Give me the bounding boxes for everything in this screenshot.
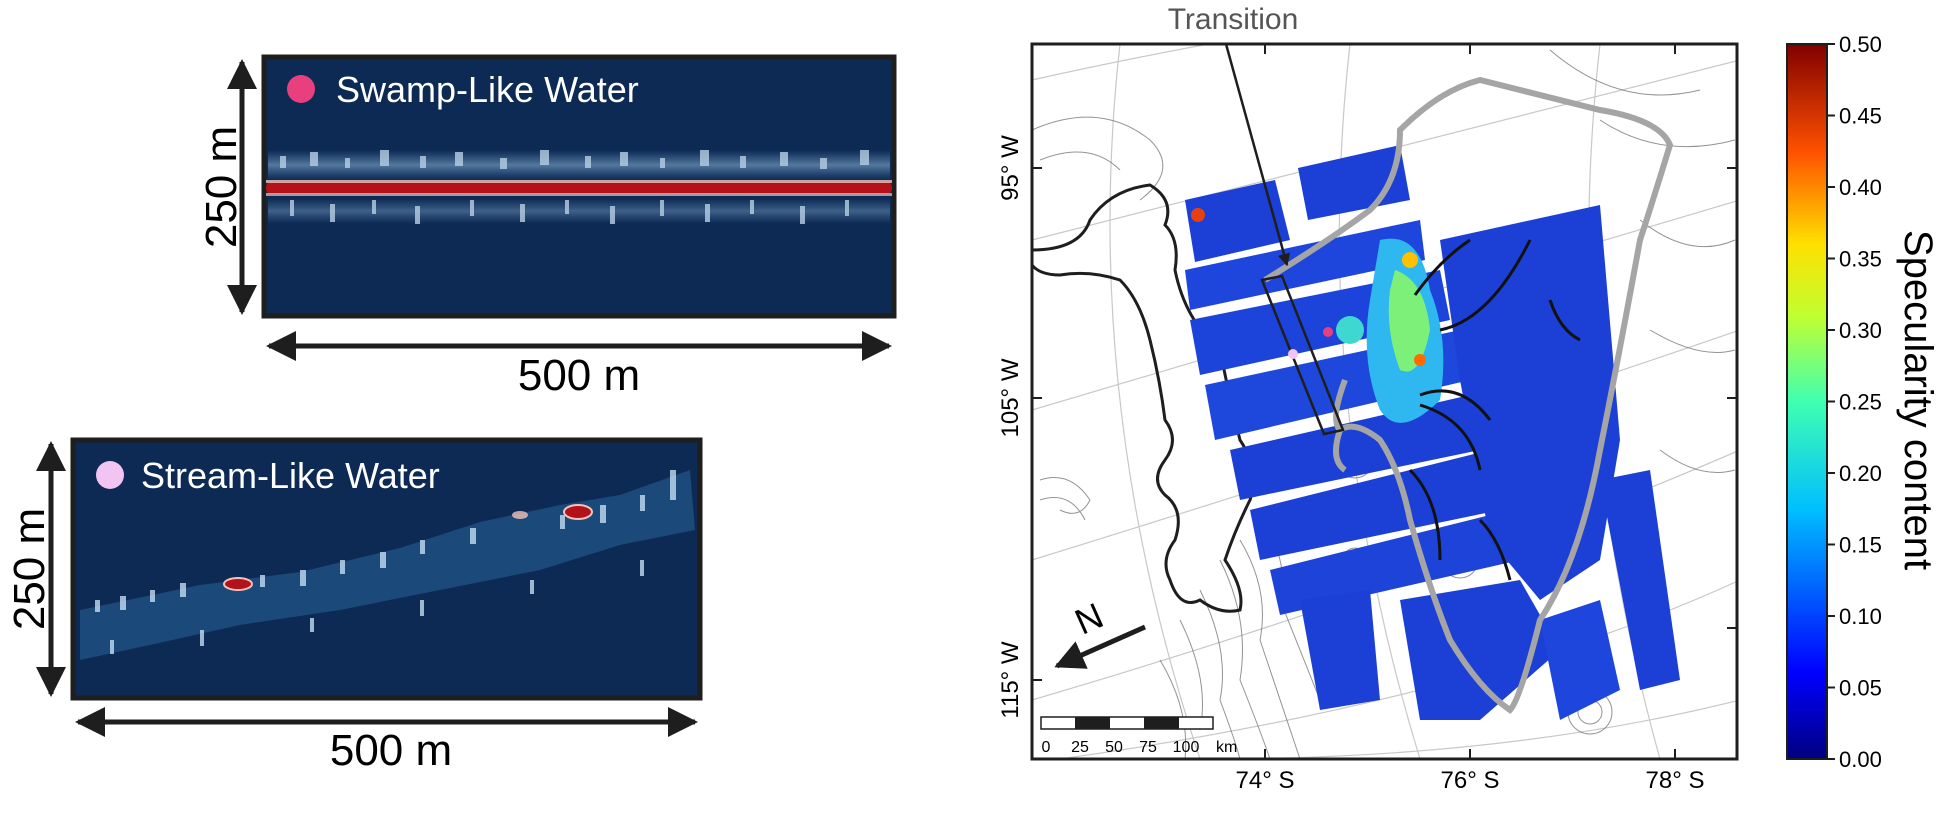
colorbar-gradient bbox=[1786, 43, 1828, 760]
stream-width-label: 500 m bbox=[330, 726, 452, 775]
scale-tick-50: 50 bbox=[1105, 739, 1123, 756]
lat-label-74: 74° S bbox=[1236, 767, 1295, 794]
colorbar-tick-label: 0.45 bbox=[1839, 104, 1882, 129]
swamp-panel: Swamp-Like Water 250 m 500 m bbox=[197, 54, 897, 400]
lat-label-78: 78° S bbox=[1646, 767, 1705, 794]
scale-bar: 0 25 50 75 100 km bbox=[1040, 716, 1237, 756]
transition-label: Transition bbox=[1168, 3, 1299, 36]
colorbar-tick-label: 0.35 bbox=[1839, 247, 1882, 272]
stream-title: Stream-Like Water bbox=[141, 455, 440, 496]
swamp-reflector-scatter bbox=[268, 150, 890, 224]
colorbar-tick-label: 0.05 bbox=[1839, 676, 1882, 701]
stream-panel: Stream-Like Water 250 m 500 m bbox=[5, 437, 703, 775]
transition-track bbox=[1224, 44, 1345, 436]
scale-tick-100: 100 bbox=[1173, 739, 1200, 756]
swamp-marker-dot bbox=[287, 75, 315, 103]
colorbar-tick-label: 0.10 bbox=[1839, 604, 1882, 629]
map-frame bbox=[1030, 42, 1739, 761]
specularity-swaths bbox=[1185, 145, 1680, 720]
scale-unit: km bbox=[1216, 739, 1237, 756]
swamp-width-label: 500 m bbox=[518, 351, 640, 400]
basin-outline bbox=[1263, 76, 1674, 714]
map-panel: Transition bbox=[997, 3, 1739, 794]
map-coastline bbox=[1032, 183, 1255, 613]
colorbar-tick-label: 0.50 bbox=[1839, 32, 1882, 57]
scale-tick-25: 25 bbox=[1071, 739, 1089, 756]
scale-tick-75: 75 bbox=[1139, 739, 1157, 756]
colorbar-tick-label: 0.15 bbox=[1839, 533, 1882, 558]
colorbar-tick-label: 0.30 bbox=[1839, 318, 1882, 343]
colorbar-title: Specularity content bbox=[1896, 230, 1940, 570]
lat-label-76: 76° S bbox=[1441, 767, 1500, 794]
transition-stream-dot bbox=[1288, 349, 1298, 359]
stream-lines bbox=[1408, 238, 1581, 581]
colorbar-tick-label: 0.20 bbox=[1839, 461, 1882, 486]
stream-reflection-right bbox=[563, 504, 593, 520]
colorbar-ticks: 0.50 0.45 0.40 0.35 0.30 0.25 0.20 0.15 0.10 0.05… bbox=[1827, 32, 1882, 772]
colorbar-tick-label: 0.25 bbox=[1839, 390, 1882, 415]
colorbar-tick-label: 0.00 bbox=[1839, 747, 1882, 772]
swamp-title: Swamp-Like Water bbox=[336, 69, 639, 110]
transition-swamp-dot bbox=[1323, 327, 1333, 337]
stream-reflection-left bbox=[223, 577, 253, 591]
stream-marker-dot bbox=[96, 461, 124, 489]
scale-tick-0: 0 bbox=[1042, 739, 1051, 756]
colorbar-tick-label: 0.40 bbox=[1839, 175, 1882, 200]
lon-label-115: 115° W bbox=[997, 641, 1024, 719]
stream-radargram bbox=[70, 437, 703, 701]
stream-reflector-scatter bbox=[80, 470, 695, 660]
lon-label-105: 105° W bbox=[997, 358, 1024, 437]
swamp-height-label: 250 m bbox=[197, 126, 246, 248]
stream-height-label: 250 m bbox=[5, 508, 54, 630]
lon-label-95: 95° W bbox=[997, 135, 1024, 201]
swamp-specular-band bbox=[266, 182, 892, 194]
colorbar: 0.50 0.45 0.40 0.35 0.30 0.25 0.20 0.15 0.10 0.05… bbox=[1786, 32, 1940, 772]
